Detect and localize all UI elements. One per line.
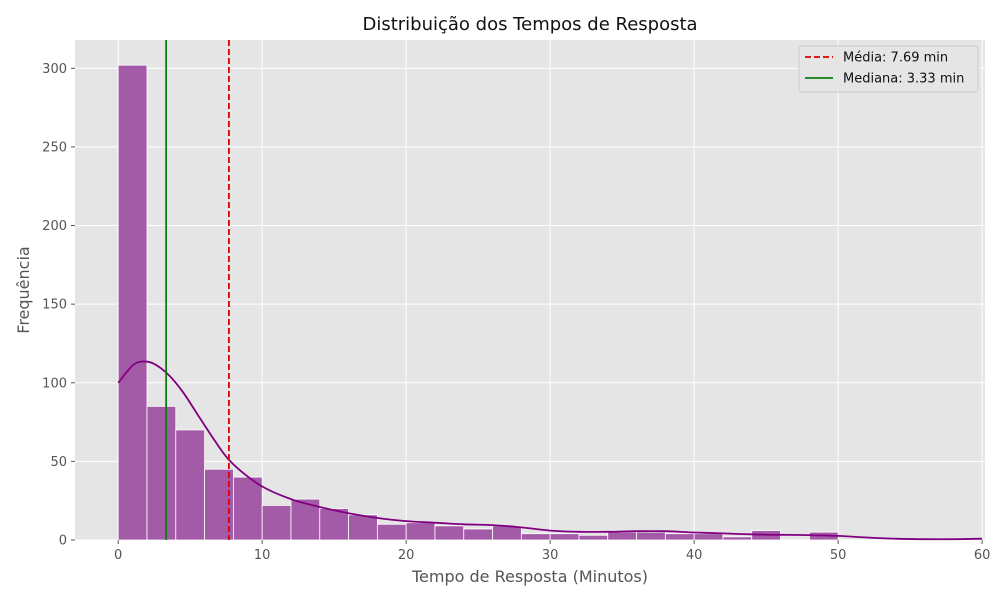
histogram-bar (405, 522, 436, 541)
histogram-bar (664, 533, 695, 541)
y-tick-label: 300 (42, 62, 67, 77)
x-tick-label: 10 (254, 548, 271, 563)
histogram-bar (520, 533, 551, 541)
histogram-bar (578, 534, 609, 541)
x-tick-label: 50 (830, 548, 847, 563)
reference-lines (165, 40, 230, 540)
y-tick-label: 200 (42, 219, 67, 234)
legend-box (798, 45, 979, 93)
histogram-bar (693, 533, 724, 541)
histogram-bar (722, 536, 753, 541)
legend: Média: 7.69 min Mediana: 3.33 min (798, 45, 979, 93)
histogram-bar (463, 528, 493, 541)
axis-ticks: 0 10 20 30 40 50 60 0 50 100 150 200 250 300 (42, 62, 990, 563)
y-tick-label: 0 (59, 534, 67, 549)
y-tick-label: 50 (50, 455, 67, 470)
histogram-bar (549, 533, 580, 541)
x-tick-label: 60 (974, 548, 991, 563)
histogram-bar (319, 508, 349, 541)
x-tick-label: 30 (542, 548, 559, 563)
y-tick-label: 150 (42, 298, 67, 313)
legend-label-mean: Média: 7.69 min (843, 51, 948, 66)
kde-curve (117, 360, 983, 541)
x-tick-label: 0 (114, 548, 122, 563)
chart-title: Distribuição dos Tempos de Resposta (362, 14, 697, 35)
histogram-bars (117, 64, 983, 541)
histogram-bar (175, 429, 205, 541)
histogram-bar (636, 531, 666, 541)
x-tick-label: 40 (686, 548, 703, 563)
legend-label-median: Mediana: 3.33 min (843, 72, 964, 87)
histogram-bar (261, 505, 292, 541)
histogram-bar (348, 514, 378, 541)
histogram-bar (376, 523, 407, 541)
histogram-bar (434, 525, 465, 541)
y-axis-title: Frequência (14, 246, 33, 333)
y-tick-label: 250 (42, 140, 67, 155)
x-axis-title: Tempo de Resposta (Minutos) (411, 567, 648, 586)
histogram-bar (117, 64, 148, 541)
histogram-bar (232, 476, 263, 541)
histogram-bar (607, 531, 637, 541)
y-tick-label: 100 (42, 376, 67, 391)
histogram-bar (492, 525, 522, 541)
histogram-bar (146, 405, 177, 541)
plot-area (75, 40, 985, 540)
x-tick-label: 20 (398, 548, 415, 563)
